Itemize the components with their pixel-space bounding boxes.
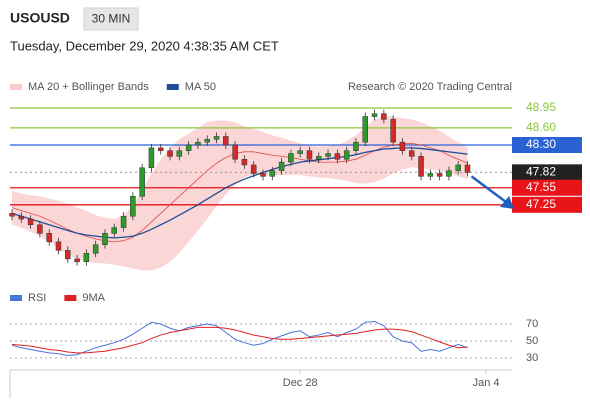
candle-body <box>92 244 99 254</box>
candle-body <box>325 153 331 157</box>
legend-swatch <box>166 84 179 90</box>
y-tick-label: 50 <box>526 335 538 347</box>
level-label: 47.55 <box>526 180 556 194</box>
y-tick-label: 30 <box>526 352 538 364</box>
source: Research © 2020 Trading Central <box>348 81 512 93</box>
candle-body <box>353 141 359 151</box>
candle-body <box>120 215 127 228</box>
datetime: Tuesday, December 29, 2020 4:38:35 AM CE… <box>10 38 279 53</box>
candle-body <box>223 136 229 146</box>
candle-body <box>371 113 378 117</box>
level-label: 48.95 <box>526 100 556 114</box>
symbol: USOUSD <box>10 10 70 26</box>
candle-body <box>232 144 238 160</box>
level-label: 47.25 <box>526 197 556 211</box>
level-label: 48.30 <box>526 137 556 151</box>
y-tick-label: 70 <box>526 318 538 330</box>
candle-body <box>130 196 136 217</box>
level-box <box>512 179 582 196</box>
candle-body <box>381 113 387 120</box>
legend-swatch <box>10 295 22 301</box>
candle-body <box>204 139 210 143</box>
legend-swatch <box>64 295 77 301</box>
legend-label: RSI <box>28 292 46 304</box>
level-box <box>512 196 582 213</box>
candle-body <box>362 116 369 143</box>
indicator-line <box>11 326 468 354</box>
candle-body <box>139 167 145 197</box>
candle-body <box>288 153 294 163</box>
candle-body <box>37 224 43 234</box>
candle-body <box>408 150 415 157</box>
candle-body <box>148 147 155 169</box>
legend-label: MA 50 <box>185 81 216 93</box>
candle-body <box>250 164 257 174</box>
candle-body <box>316 156 322 160</box>
level-box <box>512 137 582 153</box>
candle-body <box>390 119 396 143</box>
level-label: 47.82 <box>526 165 556 179</box>
candle-body <box>436 173 443 177</box>
candle-body <box>167 150 173 157</box>
candle-body <box>213 136 220 140</box>
candle-body <box>343 150 350 160</box>
candle-body <box>260 173 266 177</box>
candle-body <box>74 258 80 263</box>
candle-body <box>334 153 341 160</box>
candle-body <box>83 252 90 263</box>
candle-body <box>9 213 15 217</box>
x-tick-label: Jan 4 <box>473 377 500 389</box>
candle-body <box>111 227 118 234</box>
candle-body <box>102 233 108 245</box>
candle-body <box>185 144 192 151</box>
candle-body <box>176 150 183 157</box>
x-tick-label: Dec 28 <box>283 377 318 389</box>
level-label: 48.60 <box>526 120 556 134</box>
candle-body <box>269 170 276 177</box>
legend-label: 9MA <box>82 292 105 304</box>
ma-line <box>11 147 468 239</box>
candle-body <box>65 250 71 260</box>
forecast-arrowhead <box>500 196 514 209</box>
interval[interactable]: 30 MIN <box>92 12 131 26</box>
indicator-line <box>11 320 468 356</box>
candle-body <box>427 173 434 177</box>
candle-body <box>418 156 424 177</box>
legend-swatch <box>10 84 22 90</box>
candle-body <box>27 218 34 225</box>
ma-line <box>11 142 468 243</box>
candle-body <box>306 150 313 160</box>
candle-body <box>46 233 52 243</box>
candle-body <box>455 164 461 171</box>
forecast-arrow <box>470 175 507 204</box>
candle-body <box>241 158 248 166</box>
candle-body <box>195 141 201 146</box>
candle-body <box>278 161 285 171</box>
level-box <box>512 164 582 181</box>
bollinger-band <box>12 115 468 271</box>
interval-button[interactable] <box>83 7 139 31</box>
candle-body <box>55 241 62 251</box>
candle-body <box>157 147 164 151</box>
legend-label: MA 20 + Bollinger Bands <box>28 81 149 93</box>
candle-body <box>464 164 471 173</box>
candle-body <box>446 170 452 177</box>
candle-body <box>399 141 406 151</box>
candle-body <box>18 215 25 220</box>
candle-body <box>297 150 303 154</box>
